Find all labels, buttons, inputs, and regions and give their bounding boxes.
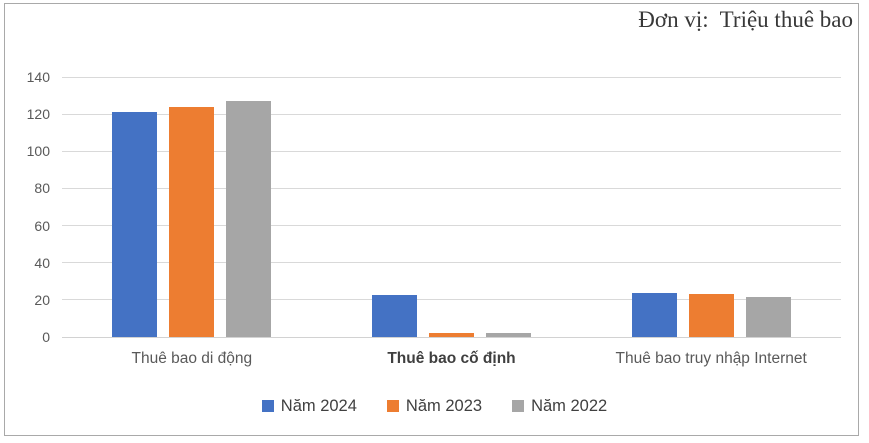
legend-item-0: Năm 2024 xyxy=(261,396,357,415)
y-tick-label: 120 xyxy=(26,106,50,123)
gridline-y-120 xyxy=(62,113,841,115)
legend-swatch-icon xyxy=(261,400,274,412)
legend-swatch-icon xyxy=(512,400,525,412)
bar-series-1-category-2 xyxy=(688,294,734,337)
gridline-y-140 xyxy=(62,76,841,78)
bar-series-2-category-2 xyxy=(745,297,791,337)
bar-series-0-category-2 xyxy=(631,292,677,337)
y-tick-label: 20 xyxy=(34,291,50,308)
legend-label: Năm 2023 xyxy=(405,396,483,415)
gridline-y-0 xyxy=(62,336,841,338)
chart-unit-title: Đơn vị: Triệu thuê bao xyxy=(638,7,853,32)
bar-series-2-category-0 xyxy=(226,100,272,337)
bar-series-1-category-0 xyxy=(169,106,215,337)
category-label-0: Thuê bao di động xyxy=(131,350,253,367)
category-label-1: Thuê bao cố định xyxy=(387,350,516,367)
gridline-y-40 xyxy=(62,262,841,264)
bar-series-2-category-1 xyxy=(486,333,531,337)
y-tick-label: 0 xyxy=(42,329,50,345)
bar-series-0-category-0 xyxy=(112,112,158,337)
gridline-y-60 xyxy=(62,225,841,227)
legend: Năm 2024 Năm 2023 Năm 2022 xyxy=(0,394,869,418)
y-tick-label: 60 xyxy=(34,217,50,234)
legend-label: Năm 2022 xyxy=(531,396,608,415)
y-tick-label: 140 xyxy=(26,69,50,85)
bar-series-1-category-1 xyxy=(429,332,474,337)
y-tick-label: 80 xyxy=(34,180,50,197)
legend-item-2: Năm 2022 xyxy=(512,396,608,415)
gridline-y-80 xyxy=(62,187,841,189)
category-label-2: Thuê bao truy nhập Internet xyxy=(615,350,807,367)
plot-area xyxy=(62,76,841,338)
legend-label: Năm 2024 xyxy=(280,396,357,415)
gridline-y-20 xyxy=(62,299,841,301)
y-tick-label: 100 xyxy=(26,143,50,160)
legend-item-1: Năm 2023 xyxy=(386,396,483,415)
gridline-y-100 xyxy=(62,150,841,152)
y-tick-label: 40 xyxy=(34,254,50,271)
legend-swatch-icon xyxy=(386,400,399,412)
bar-series-0-category-1 xyxy=(372,295,417,337)
